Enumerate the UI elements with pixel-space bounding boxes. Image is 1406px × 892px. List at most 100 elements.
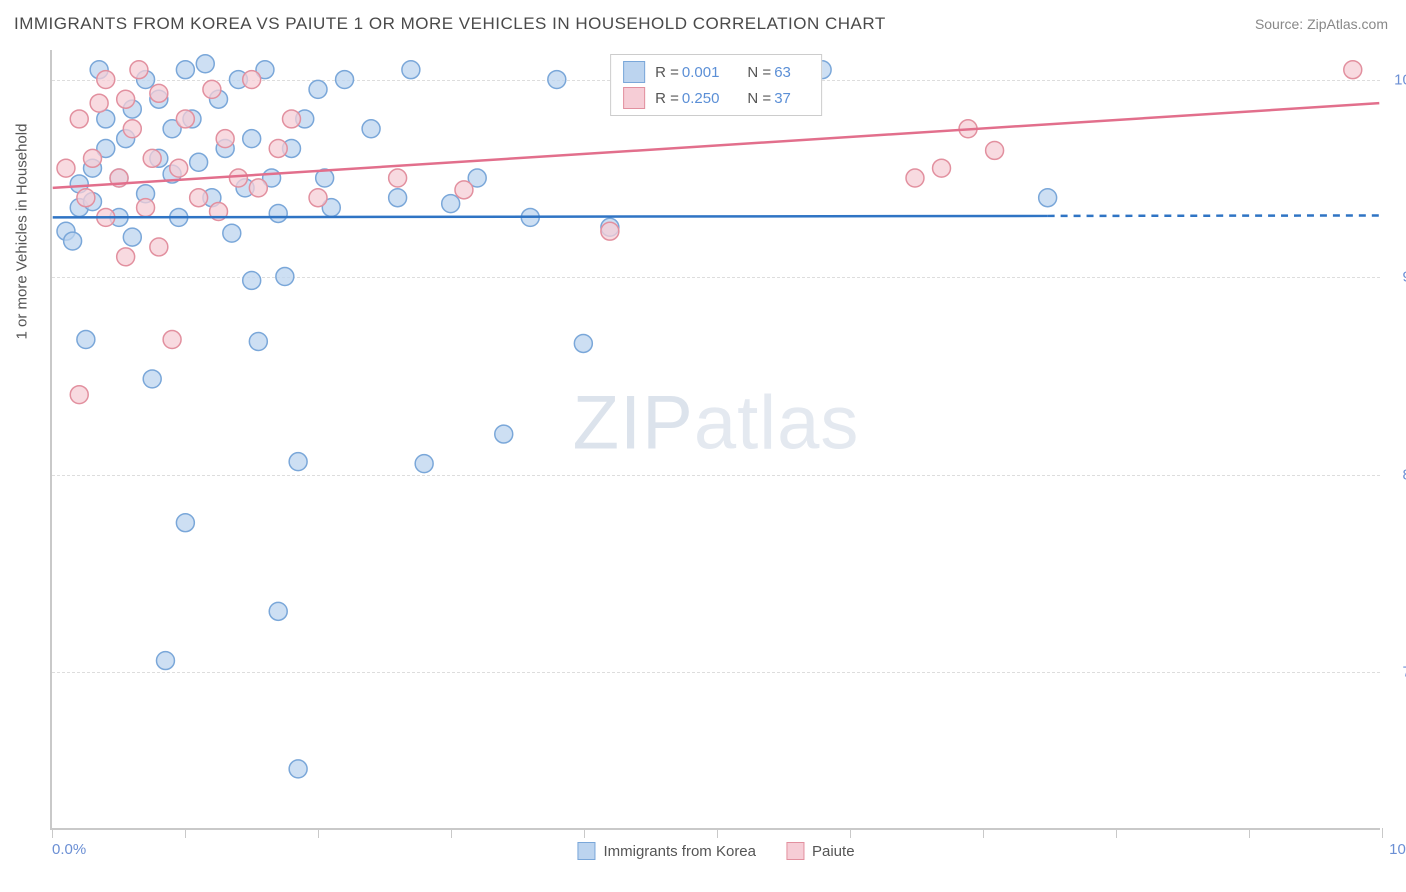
korea-point — [170, 208, 188, 226]
korea-point — [176, 514, 194, 532]
korea-point — [249, 333, 267, 351]
paiute-point — [269, 140, 287, 158]
source-attribution: Source: ZipAtlas.com — [1255, 16, 1388, 32]
x-label-right: 100.0% — [1389, 841, 1406, 858]
x-tick — [1116, 828, 1117, 838]
korea-point — [236, 179, 254, 197]
paiute-point — [137, 199, 155, 217]
legend-item-korea: Immigrants from Korea — [577, 842, 756, 860]
korea-point — [163, 120, 181, 138]
korea-point — [97, 140, 115, 158]
korea-point — [263, 169, 281, 187]
paiute-point — [130, 61, 148, 79]
x-tick — [451, 828, 452, 838]
korea-point — [190, 153, 208, 171]
paiute-point — [117, 248, 135, 266]
paiute-point — [143, 149, 161, 167]
korea-point — [77, 331, 95, 349]
korea-point — [84, 159, 102, 177]
legend-series: Immigrants from Korea Paiute — [577, 842, 854, 860]
korea-point — [1039, 189, 1057, 207]
plot-area: 1 or more Vehicles in Household ZIPatlas… — [50, 50, 1380, 830]
legend-swatch — [623, 61, 645, 83]
x-tick — [1382, 828, 1383, 838]
korea-point — [521, 208, 539, 226]
watermark-bold: ZIP — [573, 381, 694, 466]
legend-r-label: R =0.001 — [655, 64, 737, 81]
y-axis-title: 1 or more Vehicles in Household — [14, 124, 31, 340]
paiute-point — [249, 179, 267, 197]
paiute-point — [959, 120, 977, 138]
legend-label: Paiute — [812, 843, 855, 860]
paiute-point — [90, 94, 108, 112]
x-label-left: 0.0% — [52, 841, 86, 858]
paiute-point — [57, 159, 75, 177]
paiute-point — [203, 80, 221, 98]
korea-point — [296, 110, 314, 128]
y-tick-label: 80.0% — [1402, 466, 1406, 483]
paiute-point — [210, 203, 228, 221]
legend-label: Immigrants from Korea — [603, 843, 756, 860]
korea-point — [84, 193, 102, 211]
paiute-point — [986, 141, 1004, 159]
korea-trendline — [53, 216, 1048, 217]
korea-point — [203, 189, 221, 207]
korea-point — [316, 169, 334, 187]
y-tick-label: 100.0% — [1394, 71, 1406, 88]
korea-point — [150, 90, 168, 108]
korea-point — [223, 224, 241, 242]
korea-point — [442, 195, 460, 213]
paiute-point — [229, 169, 247, 187]
x-tick — [1249, 828, 1250, 838]
korea-point — [362, 120, 380, 138]
korea-point — [137, 185, 155, 203]
y-tick-label: 70.0% — [1402, 664, 1406, 681]
paiute-point — [97, 208, 115, 226]
legend-swatch — [577, 842, 595, 860]
korea-point — [468, 169, 486, 187]
x-tick — [584, 828, 585, 838]
gridline — [52, 475, 1380, 476]
korea-point — [574, 334, 592, 352]
x-tick — [52, 828, 53, 838]
korea-point — [601, 218, 619, 236]
korea-point — [117, 130, 135, 148]
paiute-point — [906, 169, 924, 187]
korea-point — [495, 425, 513, 443]
korea-point — [156, 652, 174, 670]
paiute-point — [70, 110, 88, 128]
legend-r-label: R =0.250 — [655, 90, 737, 107]
watermark-light: atlas — [694, 381, 860, 466]
korea-point — [415, 455, 433, 473]
paiute-point — [170, 159, 188, 177]
korea-point — [243, 271, 261, 289]
legend-correlation: R =0.001 N =63 R =0.250 N =37 — [610, 54, 822, 116]
legend-item-paiute: Paiute — [786, 842, 855, 860]
paiute-point — [84, 149, 102, 167]
paiute-point — [601, 222, 619, 240]
korea-point — [283, 140, 301, 158]
x-tick — [185, 828, 186, 838]
korea-point — [176, 61, 194, 79]
x-tick — [318, 828, 319, 838]
korea-point — [210, 90, 228, 108]
paiute-point — [389, 169, 407, 187]
korea-point — [269, 205, 287, 223]
paiute-point — [77, 189, 95, 207]
paiute-point — [455, 181, 473, 199]
paiute-point — [1344, 61, 1362, 79]
korea-point — [289, 760, 307, 778]
paiute-point — [176, 110, 194, 128]
legend-n-label: N =63 — [747, 64, 808, 81]
legend-n-label: N =37 — [747, 90, 808, 107]
legend-row-paiute: R =0.250 N =37 — [623, 85, 809, 111]
korea-point — [402, 61, 420, 79]
paiute-point — [216, 130, 234, 148]
korea-point — [150, 149, 168, 167]
korea-point — [183, 110, 201, 128]
korea-point — [97, 110, 115, 128]
watermark: ZIPatlas — [573, 380, 860, 467]
korea-point — [110, 208, 128, 226]
x-tick — [850, 828, 851, 838]
gridline — [52, 672, 1380, 673]
